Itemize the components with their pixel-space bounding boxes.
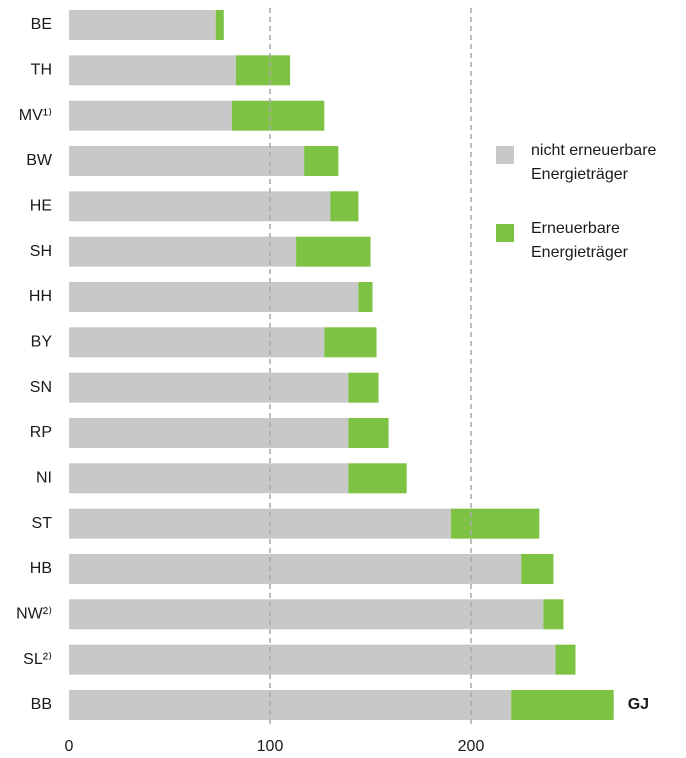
x-tick-label: 200: [458, 738, 485, 755]
y-tick-label: SH: [30, 243, 52, 260]
unit-label: GJ: [628, 696, 649, 713]
bar-segment: [69, 327, 325, 358]
bar-segment: [450, 508, 540, 539]
y-tick-label: SL²⁾: [23, 651, 52, 668]
legend-swatch: [496, 224, 514, 242]
y-tick-label: BY: [31, 334, 53, 351]
bar-segment: [69, 417, 349, 448]
bar-segment: [304, 145, 339, 176]
y-tick-label: MV¹⁾: [19, 107, 52, 124]
bar-segment: [348, 463, 407, 494]
y-tick-label: BB: [31, 696, 52, 713]
bar-segment: [69, 10, 216, 40]
y-tick-label: ST: [32, 515, 53, 532]
bar-segment: [543, 599, 564, 630]
bar-segment: [324, 327, 377, 358]
bar-segment: [348, 417, 389, 448]
y-tick-label: NI: [36, 470, 52, 487]
legend-item: nicht erneuerbare Energieträger: [531, 142, 657, 183]
bar-segment: [215, 10, 224, 40]
y-tick-label: TH: [31, 62, 52, 79]
bar-segment: [235, 55, 291, 86]
bar-segment: [69, 191, 331, 222]
bar-segment: [296, 236, 371, 267]
y-tick-label: BE: [31, 16, 52, 33]
bar-segment: [69, 463, 349, 494]
bar-segment: [69, 689, 512, 720]
bar-segment: [69, 553, 522, 584]
bar-segment: [348, 372, 379, 403]
y-tick-label: RP: [30, 424, 52, 441]
y-tick-label: HH: [29, 288, 52, 305]
bar-segment: [330, 191, 359, 222]
bar-segment: [69, 236, 297, 267]
bar-segment: [69, 644, 556, 675]
legend-label: nicht erneuerbare Energieträger: [531, 142, 657, 183]
y-tick-label: NW²⁾: [16, 606, 52, 623]
y-tick-label: HB: [30, 560, 52, 577]
legend-label: Erneuerbare Energieträger: [531, 220, 628, 261]
bar-segment: [69, 55, 236, 86]
y-tick-label: BW: [26, 152, 53, 169]
y-tick-label: HE: [30, 198, 52, 215]
bar-segment: [358, 281, 373, 312]
x-tick-label: 0: [65, 738, 74, 755]
legend-item: Erneuerbare Energieträger: [531, 220, 628, 261]
bar-segment: [511, 689, 614, 720]
bar-segment: [69, 508, 451, 539]
bar-segment: [231, 100, 325, 131]
x-tick-label: 100: [257, 738, 284, 755]
bar-segment: [69, 599, 544, 630]
bar-segment: [69, 100, 232, 131]
bar-segment: [555, 644, 576, 675]
legend-swatch: [496, 146, 514, 164]
bar-segment: [69, 372, 349, 403]
bar-segment: [69, 145, 305, 176]
bar-segment: [521, 553, 554, 584]
y-tick-label: SN: [30, 379, 52, 396]
bar-segment: [69, 281, 359, 312]
